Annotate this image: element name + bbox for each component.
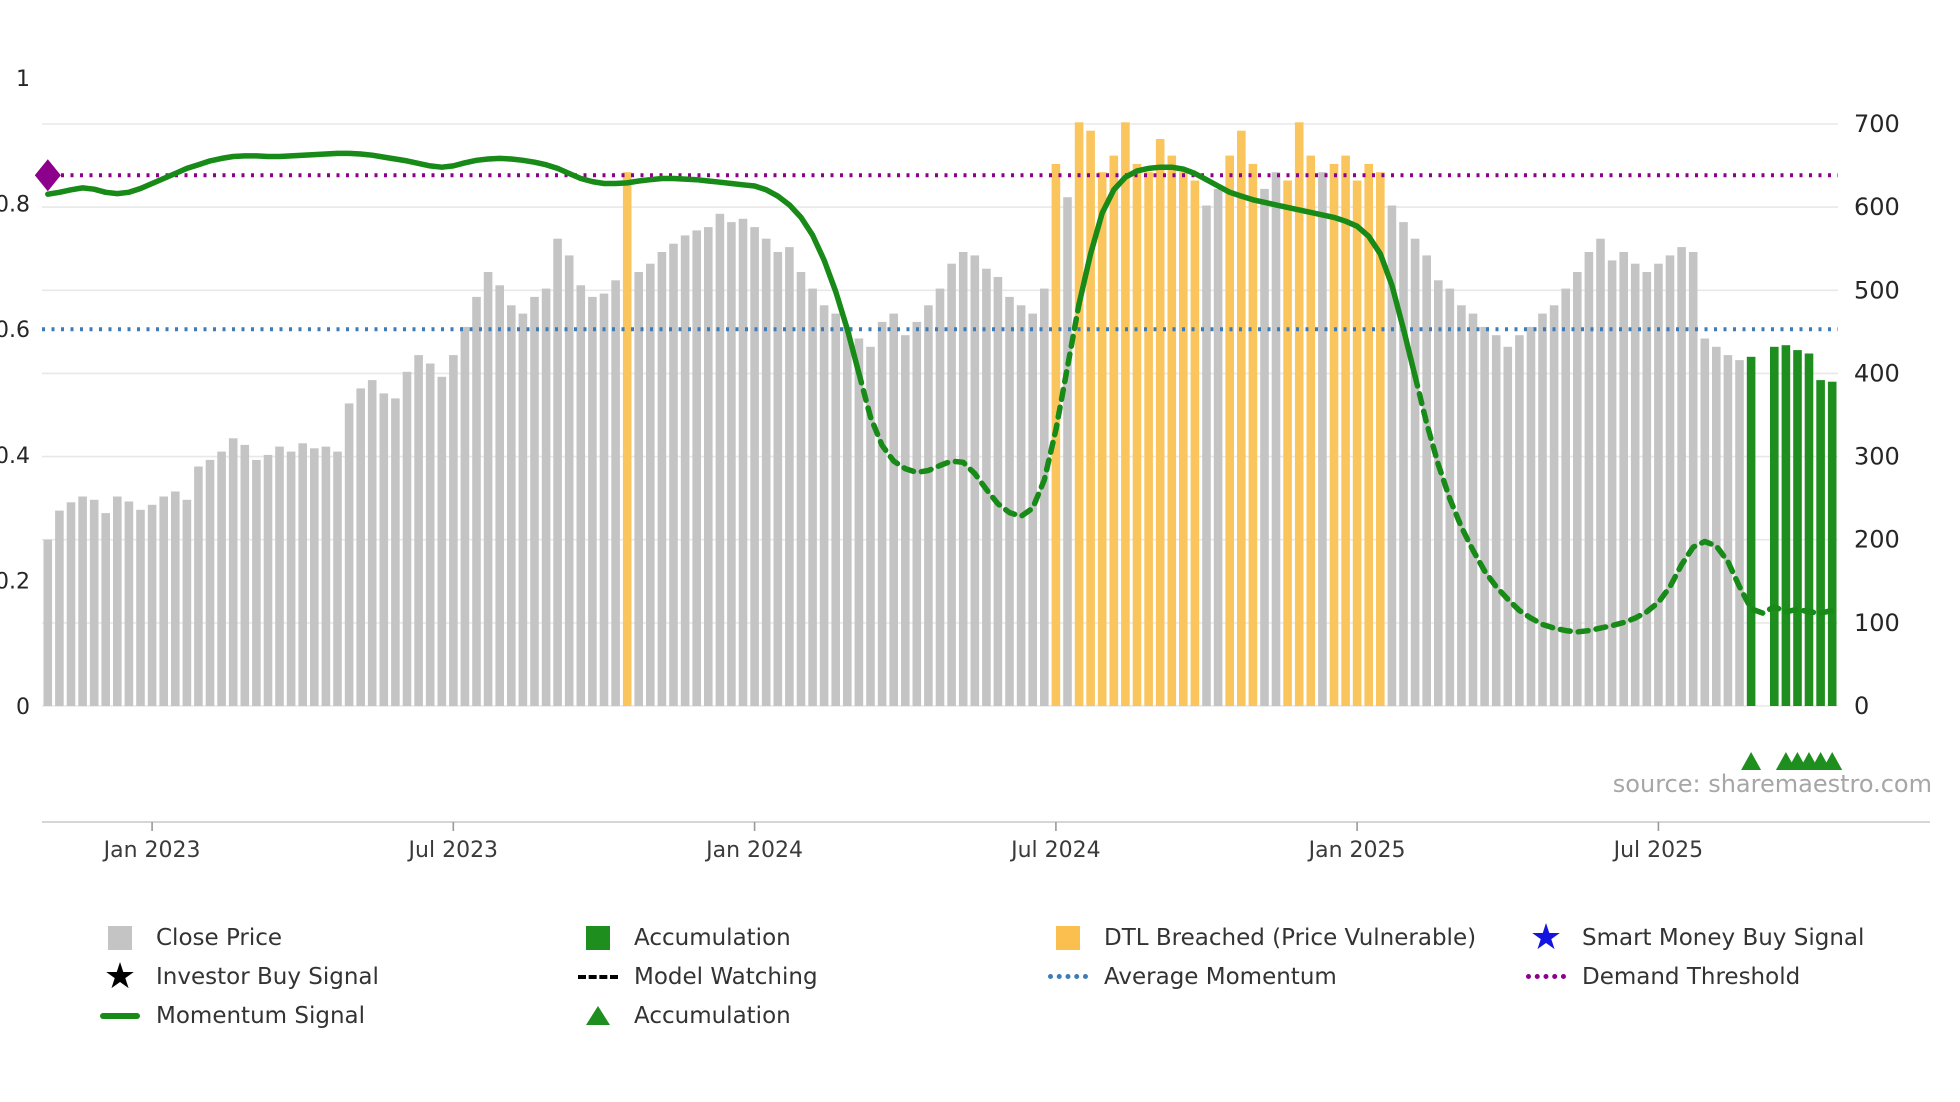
svg-text:0: 0 (1854, 692, 1869, 720)
legend-item-investor-buy-signal: ★ Investor Buy Signal (100, 957, 578, 996)
legend-column-1: Close Price ★ Investor Buy Signal Moment… (100, 918, 578, 1035)
svg-text:Jan 2023: Jan 2023 (102, 838, 201, 863)
svg-text:0: 0 (16, 695, 30, 720)
svg-text:Jan 2025: Jan 2025 (1307, 838, 1406, 863)
svg-text:500: 500 (1854, 276, 1900, 304)
legend-label: Model Watching (634, 963, 818, 990)
legend-column-4: ★ Smart Money Buy Signal Demand Threshol… (1526, 918, 1960, 1035)
purple-dotted-line-icon (1526, 974, 1566, 979)
legend-item-dtl-breached: DTL Breached (Price Vulnerable) (1048, 918, 1526, 957)
green-triangle-icon (578, 1006, 618, 1025)
legend-label: Accumulation (634, 1002, 791, 1029)
price-momentum-chart-canvas: 0 0.2 0.4 0.6 0.8 1 0 100 200 300 400 500 600 700 Jan … (0, 67, 1932, 863)
legend-item-model-watching: Model Watching (578, 957, 1048, 996)
legend-label: Investor Buy Signal (156, 963, 379, 990)
momentum-line (45, 150, 1835, 635)
close-price-bars (43, 122, 1837, 707)
blue-star-icon: ★ (1529, 916, 1563, 958)
right-axis-tick-labels: 0 100 200 300 400 500 600 700 (1854, 110, 1900, 720)
legend: Close Price ★ Investor Buy Signal Moment… (0, 918, 1960, 1035)
green-square-icon (578, 925, 618, 950)
orange-square-icon (1048, 925, 1088, 950)
legend-item-average-momentum: Average Momentum (1048, 957, 1526, 996)
svg-text:0.8: 0.8 (0, 193, 30, 218)
legend-column-2: Accumulation Model Watching Accumulation (578, 918, 1048, 1035)
accumulation-triangle-markers (1741, 752, 1843, 770)
svg-text:600: 600 (1854, 193, 1900, 221)
black-star-icon: ★ (103, 955, 137, 997)
legend-label: Demand Threshold (1582, 963, 1801, 990)
svg-text:0.2: 0.2 (0, 569, 30, 594)
svg-text:1: 1 (16, 67, 30, 92)
svg-text:0.6: 0.6 (0, 318, 30, 343)
svg-text:700: 700 (1854, 110, 1900, 138)
legend-column-3: DTL Breached (Price Vulnerable) Average … (1048, 918, 1526, 1035)
legend-item-smart-money-buy-signal: ★ Smart Money Buy Signal (1526, 918, 1960, 957)
svg-text:Jul 2024: Jul 2024 (1009, 838, 1101, 863)
black-dashed-line-icon (578, 974, 618, 979)
green-line-icon (100, 1012, 140, 1019)
svg-text:0.4: 0.4 (0, 444, 30, 469)
legend-label: Momentum Signal (156, 1002, 366, 1029)
legend-label: Smart Money Buy Signal (1582, 924, 1865, 951)
legend-label: Close Price (156, 924, 283, 951)
left-axis-tick-labels: 0 0.2 0.4 0.6 0.8 1 (0, 67, 30, 720)
legend-item-accumulation-bar: Accumulation (578, 918, 1048, 957)
blue-dotted-line-icon (1048, 974, 1088, 979)
svg-text:100: 100 (1854, 609, 1900, 637)
svg-text:400: 400 (1854, 359, 1900, 387)
svg-text:Jul 2025: Jul 2025 (1612, 838, 1704, 863)
svg-text:300: 300 (1854, 443, 1900, 471)
legend-item-close-price: Close Price (100, 918, 578, 957)
chart-area: 0 0.2 0.4 0.6 0.8 1 0 100 200 300 400 500 600 700 Jan … (0, 67, 1932, 863)
legend-label: Average Momentum (1104, 963, 1337, 990)
legend-label: Accumulation (634, 924, 791, 951)
x-axis-tick-labels: Jan 2023 Jul 2023 Jan 2024 Jul 2024 Jan 2025… (102, 822, 1704, 863)
demand-threshold-marker (34, 159, 61, 192)
legend-item-accumulation-marker: Accumulation (578, 996, 1048, 1035)
legend-item-demand-threshold: Demand Threshold (1526, 957, 1960, 996)
legend-label: DTL Breached (Price Vulnerable) (1104, 924, 1477, 951)
source-credit: source: sharemaestro.com (1613, 770, 1932, 798)
svg-text:Jul 2023: Jul 2023 (407, 838, 499, 863)
svg-text:Jan 2024: Jan 2024 (704, 838, 803, 863)
svg-text:200: 200 (1854, 526, 1900, 554)
gray-square-icon (100, 925, 140, 950)
legend-item-momentum-signal: Momentum Signal (100, 996, 578, 1035)
